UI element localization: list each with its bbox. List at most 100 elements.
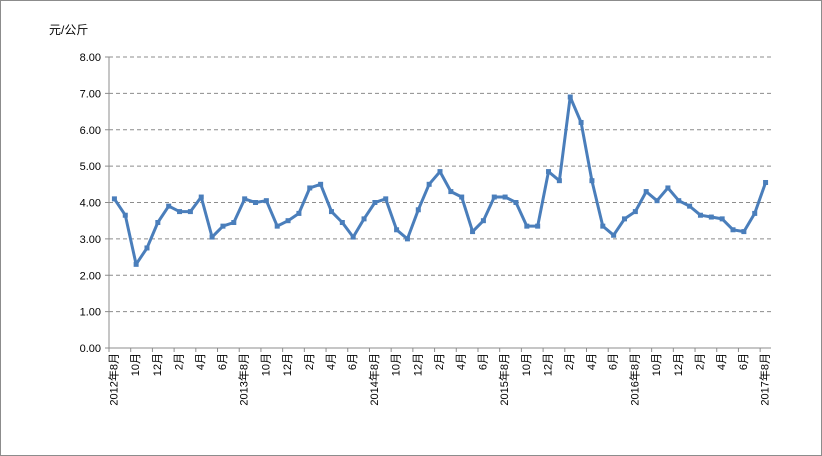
data-point: [491, 194, 497, 200]
x-tick-label: 12月: [152, 353, 164, 376]
y-tick-label: 1.00: [80, 307, 101, 319]
y-tick-label: 2.00: [80, 270, 101, 282]
data-point: [253, 200, 259, 205]
data-point: [133, 261, 139, 267]
x-tick-label: 6月: [608, 353, 620, 370]
data-point: [318, 181, 324, 187]
data-point: [111, 196, 117, 202]
data-point: [600, 223, 606, 229]
data-point: [231, 220, 237, 226]
data-point: [339, 220, 345, 226]
y-axis-ticks: 0.00 1.00 2.00 3.00 4.00 5.00 6.00 7.00 8.00: [80, 52, 109, 355]
x-tick-label: 2月: [174, 353, 186, 370]
x-tick-label: 10月: [651, 353, 663, 376]
gridlines: [109, 56, 771, 313]
data-point: [415, 207, 421, 213]
data-point: [404, 236, 410, 242]
y-tick-label: 4.00: [80, 198, 101, 210]
data-point: [567, 94, 573, 100]
x-tick-label: 2016年8月: [627, 353, 641, 406]
x-tick-label: 12月: [543, 353, 555, 376]
data-point: [513, 200, 519, 205]
data-point: [578, 119, 584, 125]
x-tick-label: 4月: [195, 353, 207, 370]
x-tick-label: 6月: [738, 353, 750, 370]
data-point: [687, 203, 693, 209]
data-point: [676, 198, 682, 204]
data-point: [502, 194, 508, 200]
x-tick-label: 4月: [716, 353, 728, 370]
data-point: [307, 185, 313, 191]
data-point: [285, 218, 291, 224]
y-tick-label: 3.00: [80, 234, 101, 246]
x-tick-label: 4月: [325, 353, 337, 370]
data-point: [546, 169, 552, 175]
data-point: [730, 227, 736, 233]
data-point: [654, 198, 660, 204]
data-point: [350, 234, 356, 240]
x-tick-label: 2014年8月: [367, 353, 381, 406]
y-axis-unit-label: 元/公斤: [49, 23, 88, 37]
data-point: [470, 229, 476, 235]
data-point: [763, 179, 769, 185]
data-point: [611, 232, 617, 238]
data-point: [177, 209, 183, 215]
data-point: [372, 200, 378, 205]
data-point: [589, 178, 595, 184]
data-point: [448, 189, 454, 195]
data-point: [263, 198, 269, 204]
data-point: [296, 210, 302, 216]
x-tick-label: 2月: [304, 353, 316, 370]
y-tick-label: 8.00: [80, 52, 101, 64]
x-tick-label: 6月: [477, 353, 489, 370]
data-point: [122, 212, 128, 218]
x-tick-label: 12月: [673, 353, 685, 376]
x-tick-label: 6月: [347, 353, 359, 370]
y-tick-label: 5.00: [80, 161, 101, 173]
x-tick-label: 2月: [564, 353, 576, 370]
data-point: [209, 234, 215, 240]
data-point: [274, 223, 280, 229]
data-point: [459, 194, 465, 200]
data-point: [144, 245, 150, 251]
data-point: [242, 196, 248, 202]
data-point: [632, 209, 638, 215]
data-point: [480, 218, 486, 224]
data-point: [621, 216, 627, 222]
data-point: [741, 229, 747, 235]
x-tick-label: 2月: [434, 353, 446, 370]
x-tick-label: 4月: [586, 353, 598, 370]
data-point: [426, 181, 432, 187]
data-point: [752, 210, 758, 216]
x-tick-label: 10月: [391, 353, 403, 376]
x-tick-label: 2015年8月: [497, 353, 511, 406]
x-tick-label: 10月: [260, 353, 272, 376]
data-point: [198, 194, 204, 200]
data-point: [328, 209, 334, 215]
data-point: [708, 214, 714, 220]
data-point: [524, 223, 530, 229]
y-tick-label: 6.00: [80, 125, 101, 137]
x-tick-label: 6月: [217, 353, 229, 370]
data-point: [697, 212, 703, 218]
data-point: [155, 220, 161, 226]
data-point: [166, 203, 172, 209]
data-point: [394, 227, 400, 233]
data-point: [719, 216, 725, 222]
x-tick-label: 10月: [130, 353, 142, 376]
x-tick-label: 4月: [456, 353, 468, 370]
x-axis: [108, 57, 771, 349]
x-tick-label: 12月: [412, 353, 424, 376]
data-point: [437, 169, 443, 175]
data-point: [535, 223, 541, 229]
data-point: [361, 216, 367, 222]
x-tick-label: 2017年8月: [758, 353, 772, 406]
y-tick-label: 0.00: [80, 343, 101, 355]
data-point: [220, 223, 226, 229]
x-axis-ticks: 2012年8月 10月 12月 2月 4月 6月 2013年8月 10月 12月 2月 4月 6月 20…: [106, 348, 772, 406]
data-point: [665, 185, 671, 191]
series-layer: [111, 94, 769, 267]
data-point: [556, 178, 562, 184]
